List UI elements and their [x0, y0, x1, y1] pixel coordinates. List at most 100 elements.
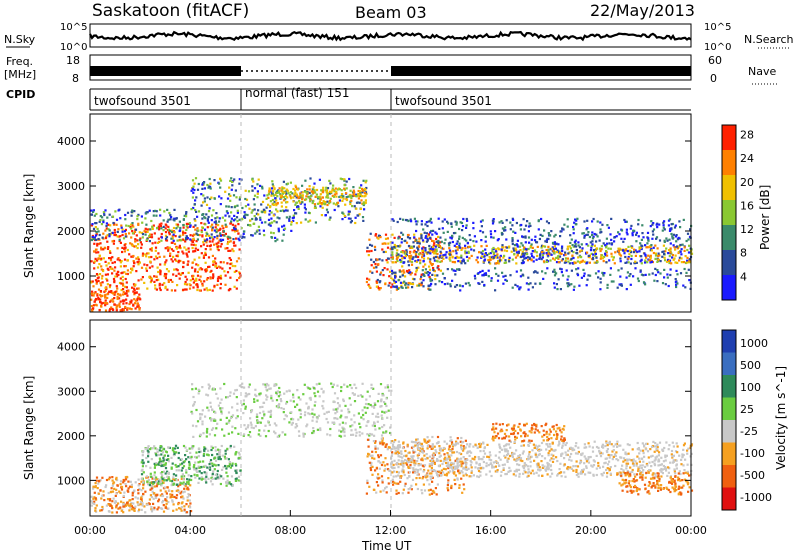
velocity-echo — [266, 395, 269, 398]
power-echo — [102, 269, 105, 273]
velocity-echo — [107, 491, 110, 495]
nsearch-label: N.Search — [744, 33, 794, 46]
velocity-echo — [197, 388, 200, 391]
power-echo — [301, 194, 304, 197]
power-echo — [238, 239, 241, 242]
velocity-echo — [149, 475, 152, 478]
power-echo — [185, 252, 188, 255]
power-echo — [605, 261, 608, 264]
velocity-echo — [199, 460, 202, 463]
power-echo — [516, 244, 519, 247]
velocity-echo — [397, 482, 400, 485]
power-echo — [233, 244, 236, 247]
velocity-echo — [222, 466, 225, 469]
power-echo — [113, 231, 117, 234]
power-echo — [408, 251, 412, 254]
power-echo — [455, 284, 458, 287]
power-echo — [92, 209, 95, 212]
power-echo — [104, 229, 107, 232]
power-echo — [572, 288, 575, 291]
velocity-echo — [384, 467, 387, 471]
power-echo — [141, 254, 144, 257]
power-echo — [124, 235, 127, 238]
power-echo — [404, 218, 408, 222]
velocity-echo — [179, 507, 182, 510]
power-echo — [125, 298, 128, 301]
velocity-echo — [231, 462, 234, 465]
velocity-echo — [96, 487, 99, 490]
velocity-echo — [111, 490, 115, 493]
power-echo — [111, 215, 115, 218]
power-echo — [173, 242, 177, 245]
freq-band-a — [90, 66, 241, 76]
power-echo — [169, 252, 172, 255]
velocity-echo — [285, 415, 288, 418]
power-echo — [177, 251, 180, 254]
power-echo — [137, 213, 140, 216]
power-echo — [619, 275, 622, 278]
power-echo — [458, 227, 461, 231]
power-echo — [185, 248, 188, 251]
velocity-echo — [358, 422, 361, 425]
velocity-echo — [353, 383, 356, 386]
power-echo — [178, 244, 181, 247]
velocity-echo — [246, 426, 249, 429]
power-echo — [387, 242, 390, 245]
power-colorbar-swatch — [722, 150, 736, 176]
power-echo — [417, 255, 420, 259]
velocity-echo — [153, 466, 156, 469]
power-echo — [568, 262, 571, 265]
velocity-echo — [383, 401, 386, 404]
power-echo — [409, 218, 412, 221]
power-echo — [156, 226, 159, 230]
power-echo — [185, 225, 188, 228]
velocity-echo — [192, 395, 195, 399]
power-echo — [115, 285, 118, 288]
power-echo — [460, 262, 463, 265]
power-echo — [232, 194, 236, 197]
power-echo — [112, 221, 115, 225]
power-echo — [436, 252, 439, 255]
power-echo — [102, 232, 105, 235]
velocity-echo — [220, 444, 223, 448]
velocity-echo — [136, 497, 139, 500]
power-echo — [428, 276, 431, 279]
power-echo — [425, 271, 428, 275]
power-echo — [276, 210, 279, 213]
power-echo — [204, 268, 207, 271]
velocity-echo — [294, 405, 297, 408]
power-echo — [417, 248, 420, 251]
velocity-echo — [234, 389, 237, 392]
power-echo — [316, 202, 319, 205]
velocity-echo — [403, 484, 407, 488]
power-echo — [542, 245, 545, 248]
power-echo — [332, 202, 335, 205]
power-echo — [466, 219, 469, 222]
power-echo — [431, 248, 434, 251]
velocity-echo — [253, 400, 256, 403]
power-echo — [191, 240, 195, 243]
velocity-echo — [366, 455, 369, 458]
velocity-echo — [302, 393, 305, 396]
velocity-echo — [153, 492, 156, 495]
power-echo — [494, 289, 497, 292]
velocity-echo — [369, 432, 372, 436]
power-echo — [591, 234, 594, 237]
velocity-echo — [159, 482, 162, 485]
velocity-echo — [182, 497, 185, 500]
power-echo — [104, 304, 107, 307]
power-echo — [437, 235, 440, 238]
velocity-echo — [112, 497, 115, 500]
velocity-echo — [269, 387, 272, 390]
power-echo — [229, 249, 232, 252]
velocity-echo — [180, 477, 183, 480]
power-echo — [673, 246, 676, 249]
power-echo — [194, 228, 197, 231]
velocity-echo — [262, 410, 265, 413]
power-echo — [233, 206, 236, 209]
power-echo — [325, 208, 329, 211]
velocity-echo — [247, 386, 250, 389]
power-echo — [438, 245, 441, 248]
power-echo — [105, 222, 108, 225]
power-echo — [442, 254, 445, 257]
